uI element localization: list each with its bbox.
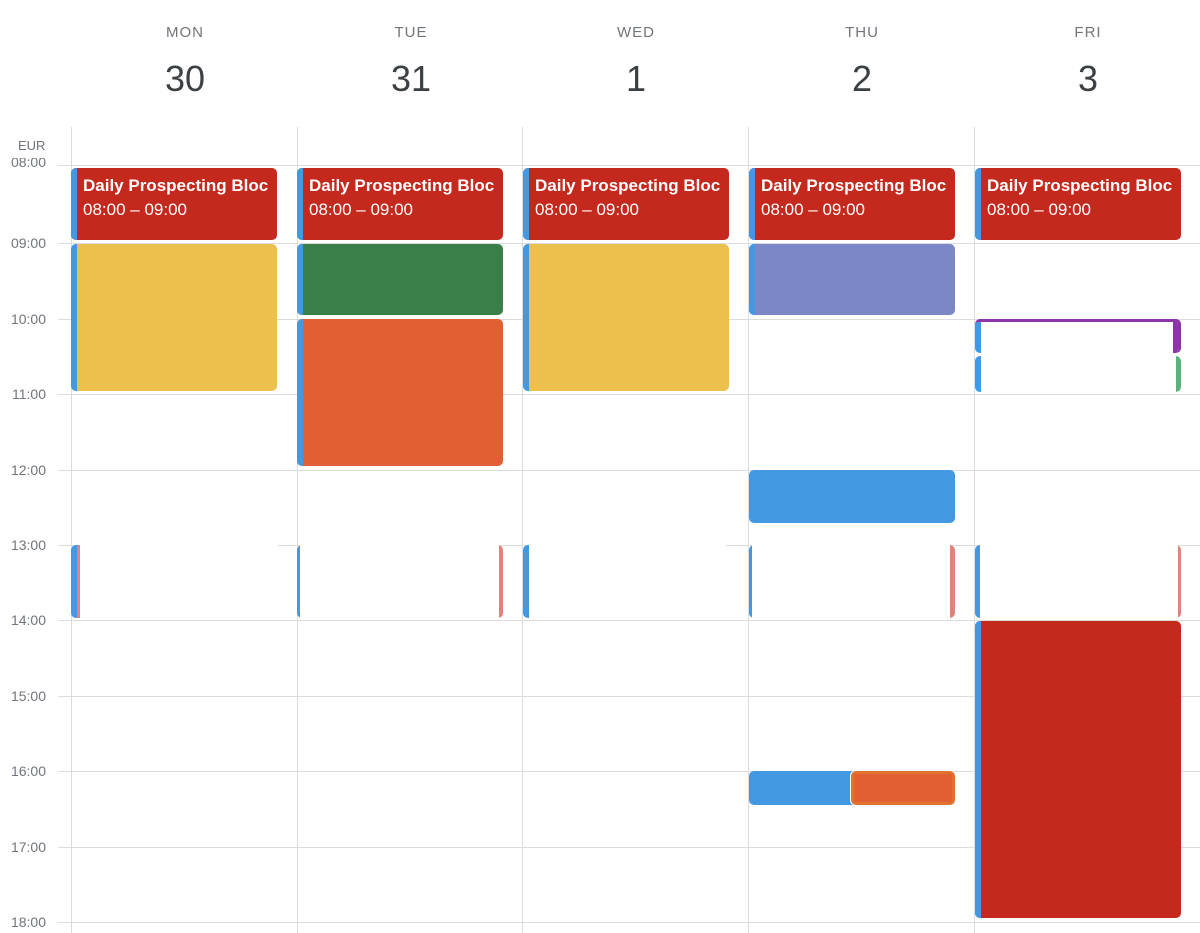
event-title: Daily Prospecting Bloc <box>761 176 947 195</box>
day-header-thu[interactable]: THU 2 <box>749 0 975 127</box>
event-thu-lavender[interactable] <box>749 244 955 315</box>
calendar-stripe <box>975 356 981 392</box>
hour-label: 15:00 <box>10 688 46 704</box>
column-divider <box>974 127 975 933</box>
event-edge <box>77 545 80 618</box>
event-fri-purple[interactable] <box>975 319 1181 353</box>
event-wed-13[interactable] <box>523 545 729 618</box>
day-number[interactable]: 31 <box>390 58 432 99</box>
grid-line <box>58 696 1200 697</box>
day-name: MON <box>166 24 204 41</box>
event-thu-blue-noon[interactable] <box>749 470 955 523</box>
event-prospecting-tue[interactable]: Daily Prospecting Bloc 08:00 – 09:00 <box>297 168 503 240</box>
day-header-mon[interactable]: MON 30 <box>72 0 298 127</box>
grid-line <box>58 243 1200 244</box>
calendar-stripe <box>523 545 529 618</box>
calendar-stripe <box>749 244 755 315</box>
hour-label: 12:00 <box>10 462 46 478</box>
event-thu-orange-16[interactable] <box>851 771 955 805</box>
event-prospecting-fri[interactable]: Daily Prospecting Bloc 08:00 – 09:00 <box>975 168 1181 240</box>
event-mon-yellow[interactable] <box>71 244 277 391</box>
calendar-stripe <box>523 168 529 240</box>
calendar-stripe <box>297 168 303 240</box>
column-divider <box>522 127 523 933</box>
grid-line <box>58 470 1200 471</box>
day-name: WED <box>617 24 655 41</box>
day-header-tue[interactable]: TUE 31 <box>298 0 524 127</box>
timezone-label: EUR <box>18 138 46 153</box>
calendar-stripe <box>975 545 980 618</box>
day-name: TUE <box>394 24 428 41</box>
calendar-stripe <box>297 545 300 618</box>
hour-label: 16:00 <box>10 763 46 779</box>
event-title: Daily Prospecting Bloc <box>535 176 721 195</box>
day-name: THU <box>845 24 879 41</box>
hour-label: 18:00 <box>10 914 46 930</box>
event-time: 08:00 – 09:00 <box>309 200 413 219</box>
column-divider <box>297 127 298 933</box>
day-number[interactable]: 2 <box>851 58 873 99</box>
event-mon-13[interactable] <box>71 545 281 618</box>
event-thu-blue-16[interactable] <box>749 771 859 805</box>
event-edge <box>1176 356 1181 392</box>
event-title: Daily Prospecting Bloc <box>987 176 1173 195</box>
day-number[interactable]: 1 <box>625 58 647 99</box>
calendar-stripe <box>749 545 752 618</box>
event-fri-sage[interactable] <box>975 356 1181 392</box>
event-prospecting-wed[interactable]: Daily Prospecting Bloc 08:00 – 09:00 <box>523 168 729 240</box>
grid-line <box>58 620 1200 621</box>
hour-label: 10:00 <box>10 311 46 327</box>
event-time: 08:00 – 09:00 <box>987 200 1091 219</box>
event-fri-red[interactable] <box>975 621 1181 918</box>
column-divider <box>748 127 749 933</box>
grid-line <box>58 165 1200 166</box>
calendar-stripe <box>71 244 77 391</box>
calendar-stripe <box>523 244 529 391</box>
day-number[interactable]: 30 <box>164 58 206 99</box>
calendar-stripe <box>297 244 303 315</box>
calendar-stripe <box>975 168 981 240</box>
event-edge <box>1178 545 1181 618</box>
calendar-stripe <box>975 621 981 918</box>
day-header-wed[interactable]: WED 1 <box>523 0 749 127</box>
calendar-stripe <box>71 545 77 618</box>
hour-label: 17:00 <box>10 839 46 855</box>
event-edge <box>499 545 503 618</box>
hour-label: 09:00 <box>10 235 46 251</box>
grid-line <box>58 771 1200 772</box>
event-prospecting-mon[interactable]: Daily Prospecting Bloc 08:00 – 09:00 <box>71 168 277 240</box>
hour-label: 11:00 <box>12 386 46 402</box>
hour-label: 13:00 <box>10 537 46 553</box>
event-edge <box>950 545 955 618</box>
event-title: Daily Prospecting Bloc <box>309 176 495 195</box>
calendar-stripe <box>749 168 755 240</box>
grid-line <box>58 847 1200 848</box>
calendar-stripe <box>71 168 77 240</box>
day-header-fri[interactable]: FRI 3 <box>975 0 1200 127</box>
event-time: 08:00 – 09:00 <box>83 200 187 219</box>
event-tue-orange[interactable] <box>297 319 503 466</box>
event-time: 08:00 – 09:00 <box>761 200 865 219</box>
event-thu-13[interactable] <box>749 545 955 618</box>
event-fri-13[interactable] <box>975 545 1181 618</box>
event-tue-13[interactable] <box>297 545 503 618</box>
event-tue-green[interactable] <box>297 244 503 315</box>
event-prospecting-thu[interactable]: Daily Prospecting Bloc 08:00 – 09:00 <box>749 168 955 240</box>
calendar-stripe <box>297 319 303 466</box>
event-edge <box>1173 322 1178 353</box>
event-time: 08:00 – 09:00 <box>535 200 639 219</box>
day-name: FRI <box>1074 24 1102 41</box>
event-wed-yellow[interactable] <box>523 244 729 391</box>
column-divider <box>71 127 72 933</box>
event-title: Daily Prospecting Bloc <box>83 176 269 195</box>
day-number[interactable]: 3 <box>1077 58 1099 99</box>
calendar-stripe <box>975 322 981 353</box>
grid-line <box>58 922 1200 923</box>
hour-label: 14:00 <box>10 612 46 628</box>
grid-line <box>58 394 1200 395</box>
hour-label: 08:00 <box>10 158 46 168</box>
